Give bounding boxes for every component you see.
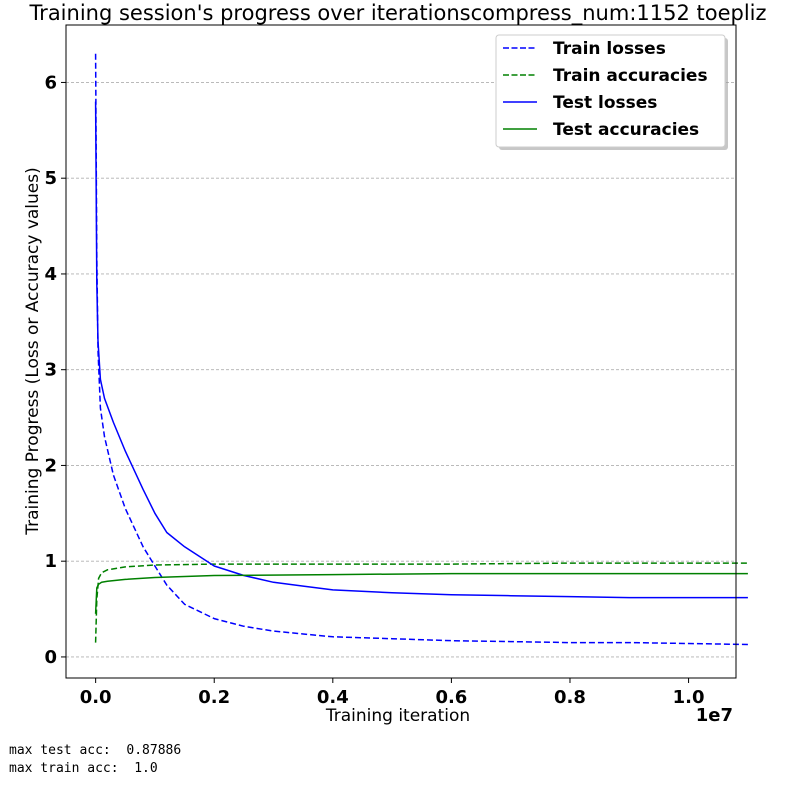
legend-label-train-accuracies: Train accuracies xyxy=(553,66,708,86)
y-tick-label: 0 xyxy=(44,647,57,668)
chart-title: Training session's progress over iterati… xyxy=(28,1,766,26)
series-line-train-losses xyxy=(94,53,748,646)
legend-label-test-losses: Test losses xyxy=(553,93,657,113)
x-axis-label: Training iteration xyxy=(325,706,470,726)
x-axis-ticks: 0.0 0.2 0.4 0.6 0.8 1.0 xyxy=(80,678,705,708)
series-line-test-losses xyxy=(94,101,748,599)
y-tick-label: 1 xyxy=(44,551,57,572)
y-tick-label: 4 xyxy=(44,264,57,285)
y-tick-label: 6 xyxy=(44,72,57,93)
x-tick-label: 0.0 xyxy=(80,687,112,708)
x-axis-offset-label: 1e7 xyxy=(696,705,733,726)
y-tick-label: 2 xyxy=(44,455,57,476)
plot-frame xyxy=(65,24,737,679)
gridlines xyxy=(66,82,736,658)
legend-label-train-losses: Train losses xyxy=(553,39,666,59)
y-axis-label: Training Progress (Loss or Accuracy valu… xyxy=(23,167,43,536)
y-axis-ticks: 0 1 2 3 4 5 6 xyxy=(44,72,66,668)
max-test-acc-output: max test acc: 0.87886 xyxy=(9,743,182,758)
series-lines xyxy=(94,53,748,646)
series-line-train-accuracies xyxy=(94,562,748,643)
legend-label-test-accuracies: Test accuracies xyxy=(553,120,699,140)
legend: Train losses Train accuracies Test losse… xyxy=(495,34,728,150)
x-tick-label: 0.8 xyxy=(554,687,586,708)
y-tick-label: 3 xyxy=(44,360,57,381)
x-tick-label: 0.4 xyxy=(317,687,349,708)
x-tick-label: 1.0 xyxy=(673,687,705,708)
chart: Training session's progress over iterati… xyxy=(23,1,767,726)
x-tick-label: 0.2 xyxy=(198,687,230,708)
y-tick-label: 5 xyxy=(44,168,57,189)
legend-box xyxy=(495,34,726,148)
max-train-acc-output: max train acc: 1.0 xyxy=(9,761,158,776)
series-line-test-accuracies xyxy=(94,572,748,614)
x-tick-label: 0.6 xyxy=(435,687,467,708)
